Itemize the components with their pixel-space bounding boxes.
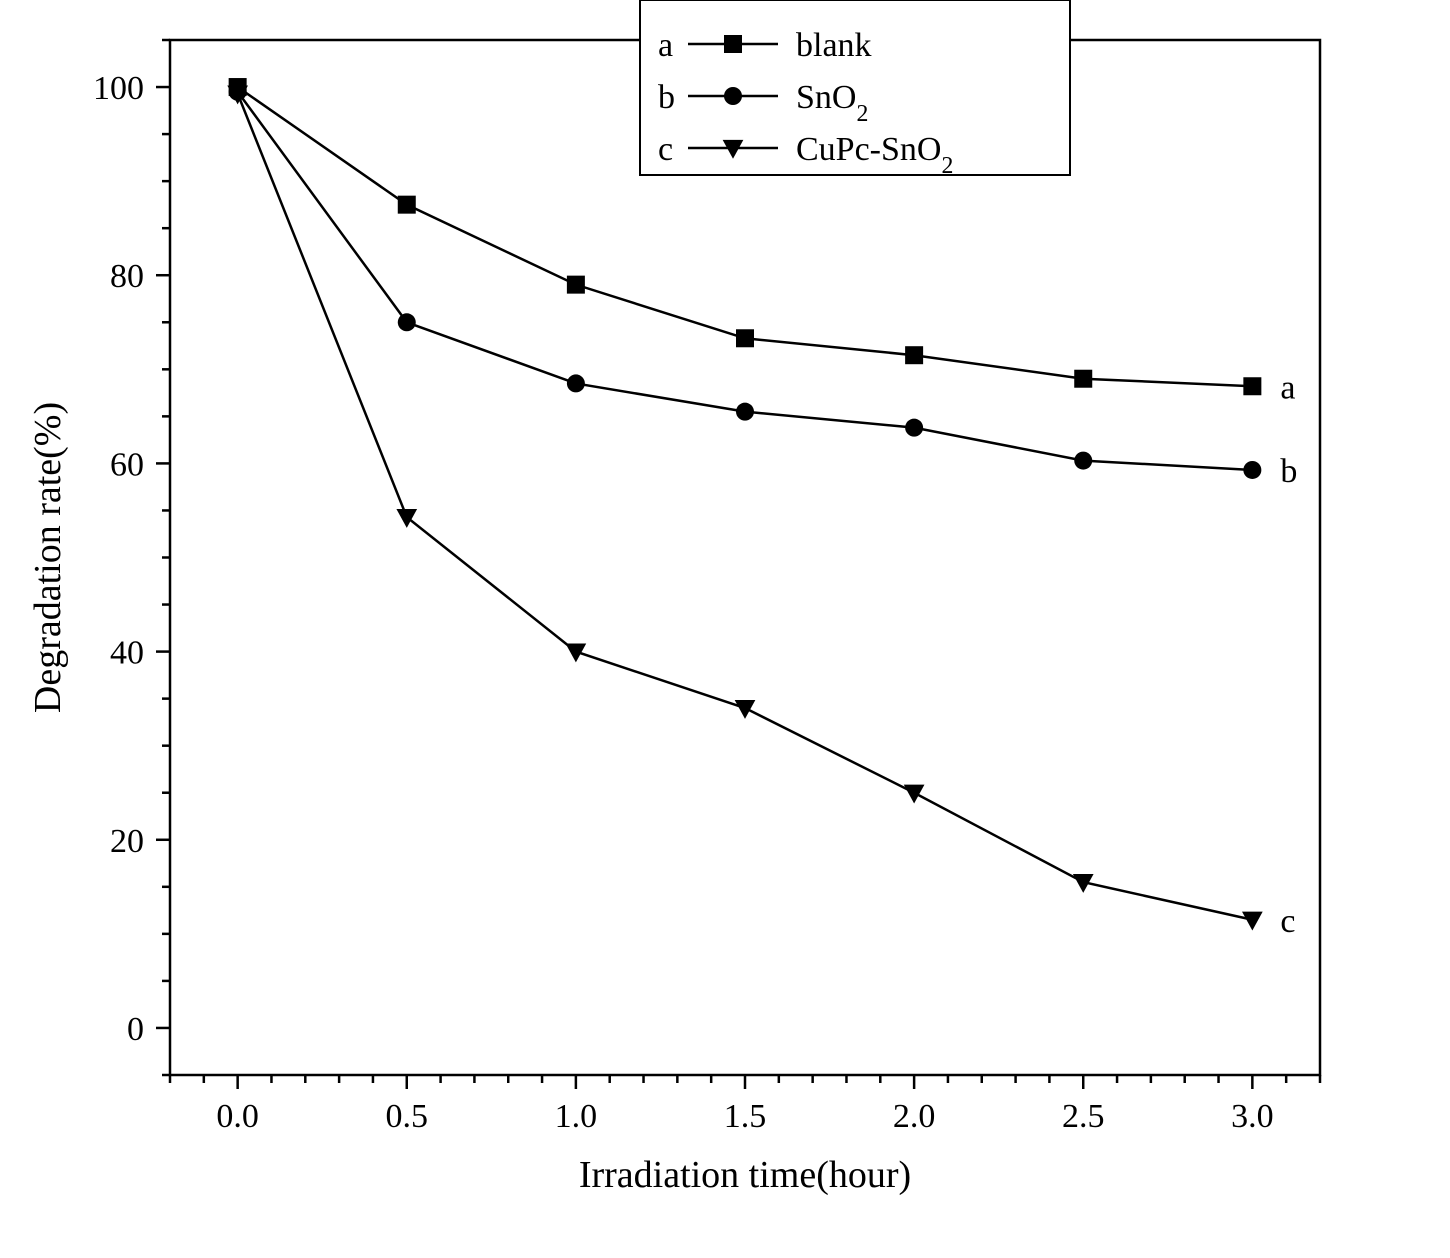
marker-circle — [1243, 461, 1261, 479]
y-tick-label: 20 — [110, 823, 144, 860]
series-end-label-a: a — [1280, 369, 1295, 406]
marker-circle — [905, 419, 923, 437]
legend-label-a: blank — [796, 27, 872, 64]
legend: ablankbSnO2cCuPc-SnO2 — [640, 0, 1070, 179]
marker-circle — [736, 403, 754, 421]
marker-triangle-down — [904, 785, 925, 804]
marker-square — [1243, 377, 1261, 395]
series-end-label-c: c — [1280, 903, 1295, 940]
marker-triangle-down — [396, 509, 417, 528]
x-tick-label: 0.5 — [386, 1098, 429, 1135]
y-tick-label: 60 — [110, 446, 144, 483]
x-tick-label: 1.5 — [724, 1098, 767, 1135]
x-tick-label: 0.0 — [216, 1098, 259, 1135]
marker-square — [736, 329, 754, 347]
y-axis-label: Degradation rate(%) — [27, 402, 69, 713]
marker-square — [905, 346, 923, 364]
y-tick-label: 100 — [93, 70, 144, 107]
x-tick-label: 2.0 — [893, 1098, 936, 1135]
x-tick-label: 2.5 — [1062, 1098, 1105, 1135]
legend-key-b: b — [658, 79, 675, 116]
legend-key-c: c — [658, 131, 673, 168]
marker-square — [398, 196, 416, 214]
marker-circle — [398, 313, 416, 331]
x-axis-label: Irradiation time(hour) — [579, 1154, 911, 1196]
plot-frame — [170, 40, 1320, 1075]
marker-circle — [1074, 452, 1092, 470]
marker-square — [1074, 370, 1092, 388]
marker-triangle-down — [735, 700, 756, 719]
x-tick-label: 3.0 — [1231, 1098, 1274, 1135]
marker-triangle-down — [1242, 912, 1263, 931]
y-tick-label: 0 — [127, 1011, 144, 1048]
y-tick-label: 40 — [110, 635, 144, 672]
series-c: c — [227, 86, 1295, 940]
x-tick-label: 1.0 — [555, 1098, 598, 1135]
marker-square — [567, 276, 585, 294]
marker-circle — [567, 374, 585, 392]
series-line-c — [238, 94, 1253, 920]
marker-circle — [724, 87, 742, 105]
series-end-label-b: b — [1280, 453, 1297, 490]
y-tick-label: 80 — [110, 258, 144, 295]
marker-square — [724, 35, 742, 53]
legend-key-a: a — [658, 27, 673, 64]
